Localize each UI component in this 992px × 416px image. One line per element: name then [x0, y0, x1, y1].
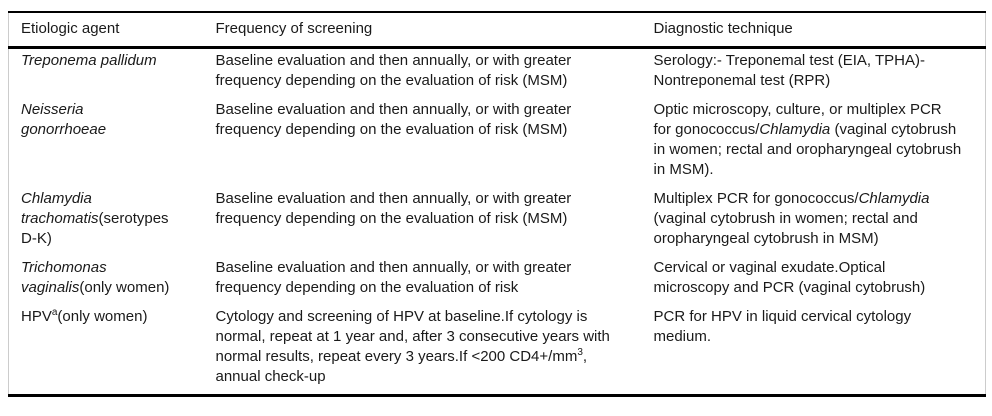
- header-row: Etiologic agent Frequency of screening D…: [8, 12, 986, 49]
- agent-cell: Treponema pallidum: [21, 52, 157, 69]
- agent-cell: HPVa(only women): [21, 307, 148, 326]
- screening-table: Etiologic agent Frequency of screening D…: [8, 11, 986, 397]
- diagnostic-cell: PCR for HPV in liquid cervical cytology …: [653, 308, 912, 345]
- column-header-frequency-of-screening: Frequency of screening: [215, 12, 654, 49]
- diagnostic-cell: Cervical or vaginal exudate.Optical micr…: [653, 259, 926, 296]
- frequency-cell: Baseline evaluation and then annually, o…: [215, 259, 572, 296]
- diagnostic-cell: Serology:- Treponemal test (EIA, TPHA)- …: [653, 52, 926, 89]
- frequency-cell: Baseline evaluation and then annually, o…: [215, 52, 572, 89]
- table-row: Treponema pallidum Baseline evaluation a…: [9, 48, 986, 99]
- diagnostic-cell: Multiplex PCR for gonococcus/Chlamydia (…: [653, 190, 930, 247]
- column-header-diagnostic-technique: Diagnostic technique: [653, 12, 986, 49]
- column-header-etiologic-agent: Etiologic agent: [8, 12, 216, 49]
- table-row: Chlamydia trachomatis(serotypes D-K) Bas…: [9, 187, 986, 256]
- agent-cell: Neisseria gonorrhoeae: [21, 101, 107, 138]
- frequency-cell: Cytology and screening of HPV at baselin…: [215, 308, 610, 385]
- table-row: HPVa(only women) Cytology and screening …: [9, 305, 986, 396]
- agent-cell: Chlamydia trachomatis(serotypes D-K): [21, 190, 169, 247]
- frequency-cell: Baseline evaluation and then annually, o…: [215, 190, 572, 227]
- table-row: Neisseria gonorrhoeae Baseline evaluatio…: [9, 98, 986, 187]
- frequency-cell: Baseline evaluation and then annually, o…: [215, 101, 572, 138]
- table-row: Trichomonas vaginalis(only women) Baseli…: [9, 256, 986, 305]
- agent-cell: Trichomonas vaginalis(only women): [21, 259, 170, 296]
- diagnostic-cell: Optic microscopy, culture, or multiplex …: [653, 101, 962, 178]
